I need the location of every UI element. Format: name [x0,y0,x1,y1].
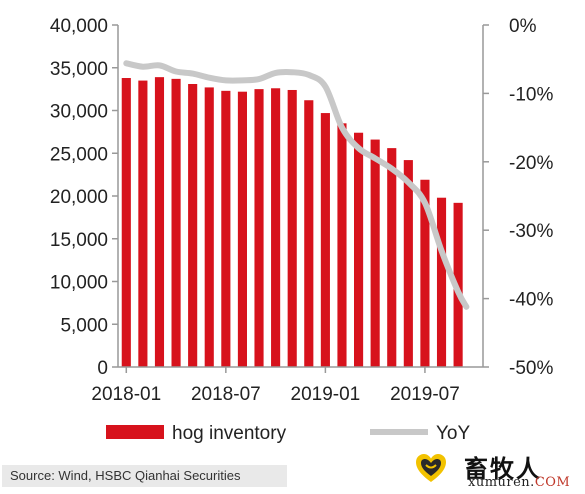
right-tick-label: -40% [509,290,553,311]
bar-2018-03 [154,77,165,367]
left-tick-label: 5,000 [60,315,108,336]
legend-label-hog-inventory: hog inventory [172,423,287,444]
x-tick-label: 2018-01 [91,384,161,405]
bar-2018-06 [204,87,214,367]
watermark-url: xumuren.COM [468,475,570,490]
bar-2019-03 [354,132,364,367]
bar-2019-04 [370,139,380,367]
bar-2018-05 [188,83,198,368]
bar-2018-09 [254,89,264,367]
left-tick-label: 25,000 [50,144,108,165]
legend-swatch-hog-inventory [106,425,164,439]
bar-2019-02 [337,123,347,367]
bar-2018-01 [121,78,131,367]
bar-2018-02 [138,80,148,367]
heart-logo-icon [416,454,446,482]
legend-label-yoy: YoY [436,423,470,444]
bar-2019-05 [387,148,397,367]
left-tick-label: 40,000 [50,16,108,37]
left-tick-label: 10,000 [50,273,108,294]
right-tick-label: -10% [509,84,553,105]
watermark-url-main: xumuren. [468,475,535,490]
bar-2019-07 [420,179,430,367]
left-tick-label: 35,000 [50,59,108,80]
bar-2018-07 [221,90,231,368]
watermark-url-tld: COM [534,475,571,490]
watermark-logo: 畜牧人 xumuren.COM [408,447,580,491]
left-y-axis: 0 5,000 10,000 15,000 20,000 25,000 30,000 35,0… [50,16,119,379]
bar-2019-08 [436,197,447,367]
x-tick-label: 2018-07 [191,384,261,405]
yoy-line [123,60,470,310]
right-tick-label: -20% [509,153,553,174]
left-tick-label: 30,000 [50,102,108,123]
right-tick-label: 0% [509,16,537,37]
source-note: Source: Wind, HSBC Qianhai Securities [10,468,241,483]
watermark-chinese-name: 畜牧人 [464,454,542,483]
bar-series-hog-inventory [121,77,463,368]
source-box [2,465,287,487]
right-y-axis: 0% -10% -20% -30% -40% -50% [482,16,553,379]
bar-2018-04 [171,78,181,368]
bar-2018-08 [237,91,247,367]
bar-2018-11 [287,89,297,367]
legend: hog inventory YoY [106,423,470,444]
line-series-yoy [123,60,470,310]
x-tick-label: 2019-01 [291,384,361,405]
bar-2018-12 [304,100,314,368]
left-tick-label: 0 [97,358,108,379]
x-tick-label: 2019-07 [390,384,460,405]
left-tick-label: 15,000 [50,230,108,251]
bar-2018-10 [271,88,281,368]
x-axis: 2018-01 2018-07 2019-01 2019-07 [91,366,483,405]
right-tick-label: -30% [509,221,553,242]
left-tick-label: 20,000 [50,187,108,208]
bar-2019-06 [403,160,413,367]
right-tick-label: -50% [509,358,553,379]
bar-2019-01 [320,113,330,367]
